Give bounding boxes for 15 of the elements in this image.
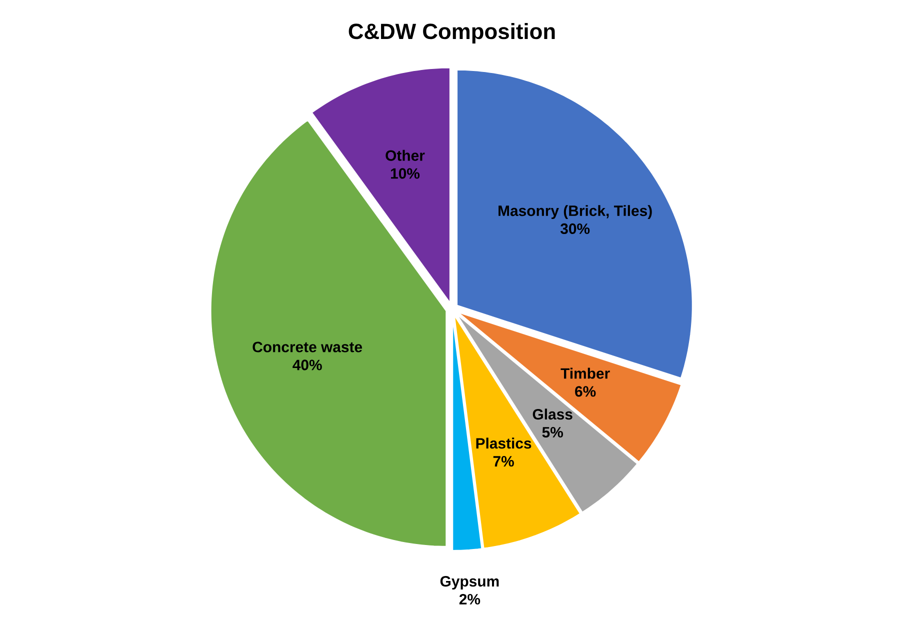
data-label: 40% (292, 360, 322, 370)
slice-label: Masonry (Brick, Tiles) (498, 205, 652, 220)
chart-title: C&DW Composition (348, 23, 555, 44)
slice-label: Plastics (476, 438, 532, 449)
data-label: 2% (459, 594, 480, 604)
slice-label: Timber (560, 368, 610, 379)
slice-label: Gypsum (440, 576, 499, 590)
slice-label: Concrete waste (252, 342, 362, 352)
data-label: 30% (560, 223, 590, 234)
data-label: 7% (493, 456, 514, 467)
slice-label: Other (386, 150, 425, 161)
data-label: 6% (575, 386, 596, 397)
data-label: 5% (542, 427, 563, 438)
data-label: 10% (390, 168, 420, 179)
slice-label: Glass (532, 408, 572, 420)
